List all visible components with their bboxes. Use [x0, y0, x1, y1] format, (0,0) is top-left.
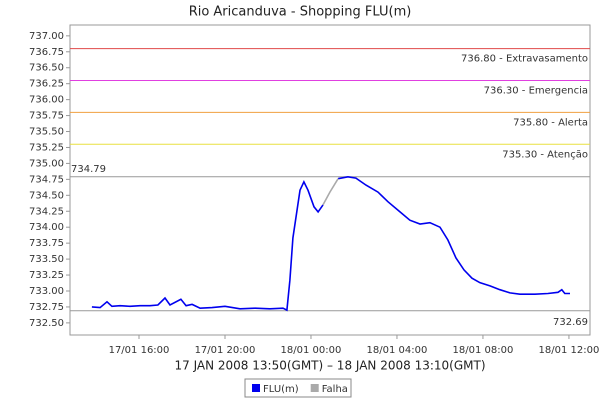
y-tick-label: 733.25 [29, 270, 64, 281]
x-tick-label: 18/01 04:00 [367, 345, 428, 356]
y-tick-label: 735.75 [29, 111, 64, 122]
y-tick-label: 734.00 [29, 222, 64, 233]
series-line [91, 175, 570, 312]
y-tick-label: 732.50 [29, 318, 64, 329]
y-tick-label: 736.75 [29, 47, 64, 58]
y-tick-label: 735.25 [29, 142, 64, 153]
x-axis-label: 17 JAN 2008 13:50(GMT) – 18 JAN 2008 13:… [174, 359, 485, 373]
x-tick-label: 18/01 12:00 [539, 345, 600, 356]
x-tick-label: 18/01 08:00 [453, 345, 514, 356]
y-tick-label: 734.25 [29, 206, 64, 217]
threshold-label: 736.80 - Extravasamento [461, 54, 588, 65]
threshold-label: 735.30 - Atenção [502, 149, 588, 160]
y-tick-label: 733.50 [29, 254, 64, 265]
y-tick-label: 736.25 [29, 79, 64, 90]
x-tick-label: 17/01 20:00 [195, 345, 256, 356]
x-tick-label: 17/01 16:00 [109, 345, 170, 356]
series-line [322, 178, 339, 206]
min-label: 732.69 [553, 317, 588, 328]
y-tick-label: 735.00 [29, 158, 64, 169]
y-tick-label: 733.75 [29, 238, 64, 249]
legend-swatch [310, 384, 319, 392]
y-tick-label: 735.50 [29, 127, 64, 138]
legend-label: Falha [322, 384, 348, 395]
max-label: 734.79 [71, 164, 106, 175]
legend-box [244, 378, 352, 398]
y-tick-label: 736.00 [29, 95, 64, 106]
x-tick-label: 18/01 00:00 [281, 345, 342, 356]
y-tick-label: 736.50 [29, 63, 64, 74]
threshold-label: 736.30 - Emergencia [484, 85, 588, 96]
plot-frame [69, 24, 591, 336]
chart-title: Rio Aricanduva - Shopping FLU(m) [189, 5, 412, 20]
legend-swatch [252, 384, 260, 392]
y-tick-label: 732.75 [29, 302, 64, 313]
y-tick-label: 733.00 [29, 286, 64, 297]
legend-label: FLU(m) [263, 384, 299, 395]
y-tick-label: 734.75 [29, 174, 64, 185]
threshold-label: 735.80 - Alerta [513, 117, 588, 128]
y-tick-label: 737.00 [29, 31, 64, 42]
y-tick-label: 734.50 [29, 190, 64, 201]
